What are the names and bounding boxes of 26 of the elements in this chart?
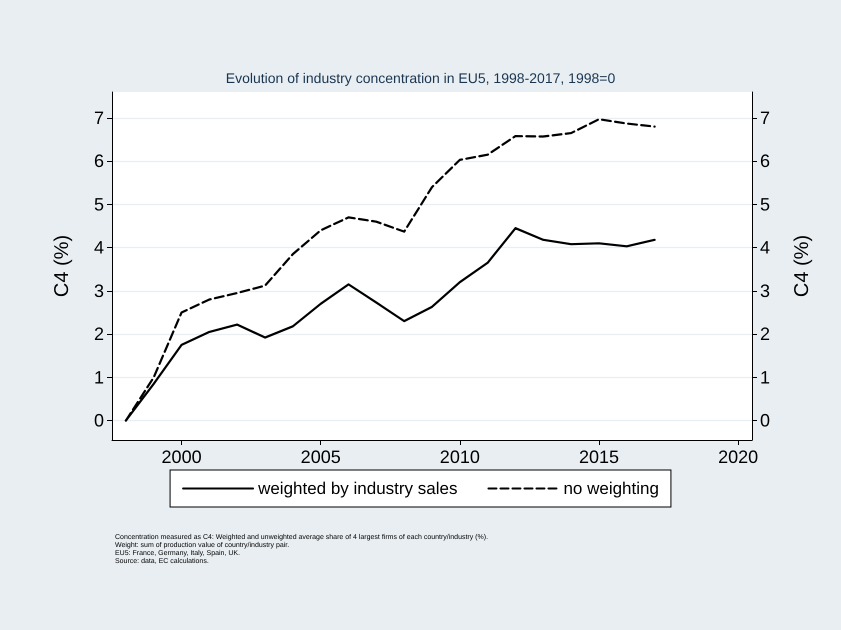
chart-title: Evolution of industry concentration in EU5, 1998-2017, 1998=0 <box>226 70 616 86</box>
y2-tick-label: 0 <box>760 410 770 431</box>
x-tick-label: 2010 <box>440 447 480 467</box>
y-axis-title: C4 (%) <box>51 234 73 298</box>
y-tick-label: 3 <box>94 280 104 301</box>
y-tick-label: 4 <box>94 238 104 258</box>
legend-label: weighted by industry sales <box>257 479 458 498</box>
y2-tick-label: 4 <box>760 238 770 258</box>
y-tick-label: 1 <box>94 367 104 388</box>
y-tick-label: 6 <box>94 151 104 172</box>
y2-tick-label: 7 <box>760 108 770 128</box>
y-tick-label: 7 <box>94 108 104 128</box>
legend-label: no weighting <box>563 479 659 498</box>
x-tick-label: 2015 <box>578 447 619 467</box>
y2-tick-label: 1 <box>760 367 770 388</box>
x-tick-label: 2020 <box>718 447 758 467</box>
y2-tick-label: 2 <box>760 324 770 344</box>
y-tick-label: 5 <box>94 194 104 214</box>
y2-axis-title: C4 (%) <box>791 234 813 298</box>
y2-tick-label: 6 <box>760 151 770 172</box>
y2-tick-label: 3 <box>760 280 770 301</box>
y-tick-label: 2 <box>94 324 104 344</box>
y-tick-label: 0 <box>94 410 104 431</box>
x-tick-label: 2005 <box>300 447 341 467</box>
x-tick-label: 2000 <box>162 447 202 467</box>
y2-tick-label: 5 <box>760 194 770 214</box>
